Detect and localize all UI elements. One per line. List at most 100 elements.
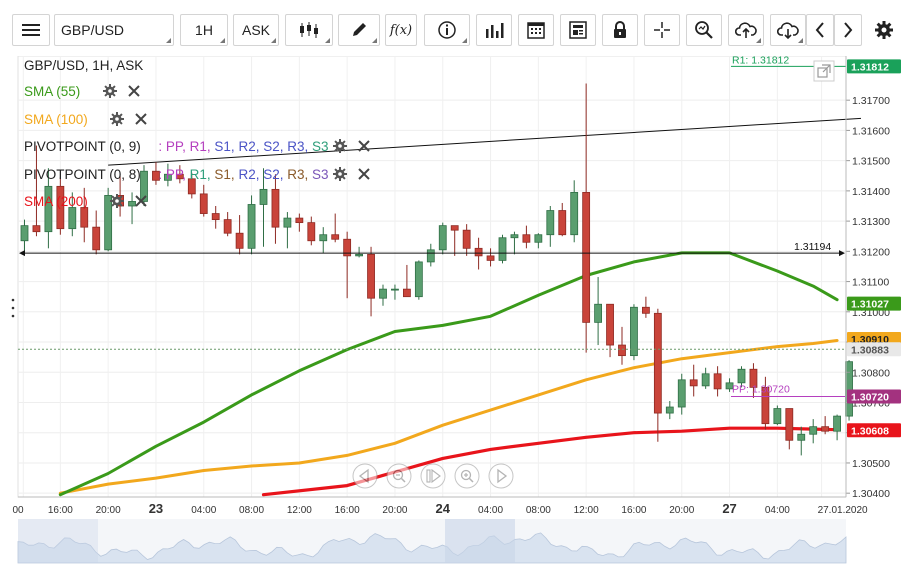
menu-button[interactable] [12, 14, 50, 46]
candle-body [689, 379, 698, 387]
price-tick-label: 1.31400 [852, 186, 890, 198]
candle-body [546, 210, 555, 236]
gear-icon[interactable] [109, 111, 125, 127]
price-tick-label: 1.31500 [852, 156, 890, 168]
legend-sma55: SMA (55) [24, 83, 141, 99]
navigator-window[interactable] [445, 519, 515, 563]
cloud-upload-icon [735, 22, 757, 38]
time-axis[interactable]: 00 16:00 20:00 23 04:00 08:00 12:00 16:00 20:00 2… [12, 496, 868, 516]
function-icon: f(x) [389, 22, 413, 38]
price-type-select[interactable]: ASK [233, 14, 279, 46]
candle-body [367, 253, 375, 299]
download-button[interactable] [770, 14, 806, 46]
price-badge-label: 1.31027 [851, 299, 889, 311]
time-tick-label: 12:00 [574, 505, 599, 516]
gear-icon[interactable] [109, 193, 125, 209]
candle-body [259, 188, 268, 205]
chart-type-button[interactable] [285, 14, 333, 46]
pivot1-pp: PP, [165, 139, 186, 154]
close-icon[interactable] [357, 139, 371, 153]
crosshair-button[interactable] [644, 14, 680, 46]
annotations-layer: 1.31194 R1: 1.31812 PP: 1.30720 [18, 54, 846, 397]
upload-button[interactable] [728, 14, 764, 46]
info-button[interactable] [424, 14, 470, 46]
nav-back-button[interactable] [352, 463, 378, 489]
close-icon[interactable] [357, 167, 371, 181]
candle-body [104, 195, 113, 251]
scroll-right-button[interactable] [834, 14, 862, 46]
pivot1-r2: R2, [238, 139, 260, 154]
chart-area[interactable]: 1.31194 R1: 1.31812 PP: 1.30720 1.31700 1.3… [0, 54, 905, 571]
candle-body [630, 306, 638, 357]
zoom-in-button[interactable] [454, 463, 480, 489]
candle-body [462, 229, 471, 249]
candle-body [163, 173, 172, 181]
price-badge-label: 1.31812 [851, 61, 889, 73]
pivot1-r1: R1, [189, 139, 211, 154]
gear-icon[interactable] [332, 138, 348, 154]
time-tick-label: 27 [722, 501, 736, 516]
lock-button[interactable] [602, 14, 638, 46]
candle-body [821, 426, 830, 432]
indicators-button[interactable]: f(x) [385, 14, 417, 46]
pivot1-sep: : [158, 139, 163, 154]
scroll-left-button[interactable] [806, 14, 834, 46]
candle-body [175, 173, 184, 180]
volume-button[interactable] [476, 14, 512, 46]
news-button[interactable] [560, 14, 596, 46]
candle-body [211, 213, 220, 220]
pivot2-r2: R2, [238, 167, 260, 182]
draw-tool-button[interactable] [338, 14, 380, 46]
timeframe-select[interactable]: 1H [180, 14, 228, 46]
drag-handle-icon[interactable] [10, 296, 16, 320]
reset-button[interactable] [420, 463, 446, 489]
time-tick-label: 20:00 [96, 505, 121, 516]
candle-body [713, 373, 722, 390]
time-tick-label: 00 [12, 505, 24, 516]
zoom-button[interactable] [686, 14, 722, 46]
candle-body [594, 303, 602, 323]
candle-body [797, 433, 806, 441]
pencil-icon [353, 23, 366, 36]
candle-body [426, 249, 435, 263]
sma100-label: SMA (100) [24, 112, 88, 127]
price-tick-label: 1.30800 [852, 367, 890, 379]
price-badge [847, 59, 901, 74]
cloud-download-icon [777, 22, 799, 40]
time-tick-label: 16:00 [621, 505, 646, 516]
price-tick-label: 1.31200 [852, 246, 890, 258]
price-badge [847, 296, 901, 311]
popout-icon[interactable] [813, 60, 835, 82]
price-axis[interactable]: 1.31700 1.31600 1.31500 1.31400 1.31300 1.312… [845, 56, 901, 500]
candle-body [450, 225, 459, 231]
candle-body [32, 225, 41, 233]
candle-body [701, 373, 710, 387]
close-icon[interactable] [134, 112, 148, 126]
time-tick-label: 16:00 [48, 505, 73, 516]
settings-button[interactable] [868, 14, 900, 46]
close-icon[interactable] [134, 194, 148, 208]
candle-body [809, 426, 818, 435]
close-icon[interactable] [127, 84, 141, 98]
legend-pivot2: PIVOTPOINT (0, 8) : PP, R1, S1, R2, S2, … [24, 166, 371, 182]
nav-forward-button[interactable] [488, 463, 514, 489]
volume-navigator[interactable] [17, 519, 847, 564]
calendar-button[interactable] [518, 14, 554, 46]
candle-body [128, 201, 136, 207]
time-tick-label: 08:00 [526, 505, 551, 516]
candle-body [486, 255, 495, 261]
symbol-select[interactable]: GBP/USD [54, 14, 174, 46]
corner-indicator-icon [462, 38, 467, 43]
navigation-controls [352, 463, 514, 489]
pivot2-s1: S1, [214, 167, 235, 182]
candle-body [223, 219, 232, 234]
gear-icon[interactable] [102, 83, 118, 99]
time-tick-label: 04:00 [191, 505, 216, 516]
corner-indicator-icon [166, 38, 171, 43]
zoom-out-button[interactable] [386, 463, 412, 489]
bar-chart-icon [486, 23, 504, 38]
hline-left-arrow-icon [19, 250, 25, 257]
gear-icon[interactable] [332, 166, 348, 182]
candle-body [355, 253, 364, 257]
